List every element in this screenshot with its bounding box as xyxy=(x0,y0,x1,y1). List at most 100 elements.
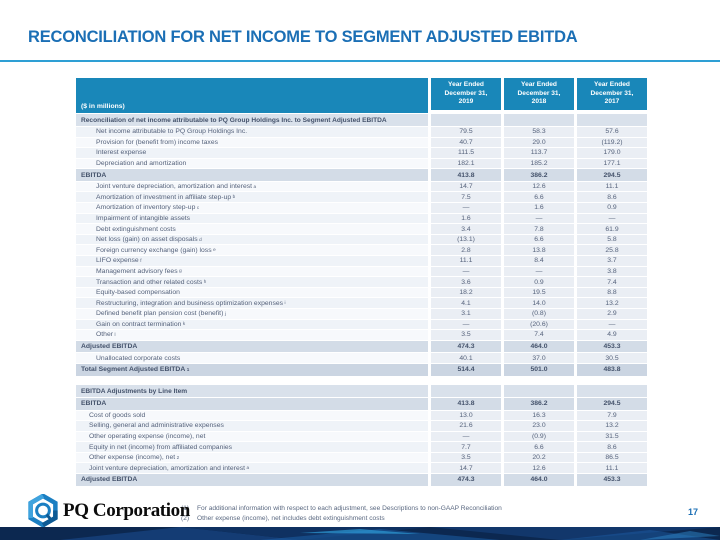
row-value: 3.1 xyxy=(431,309,501,319)
row-label: Joint venture depreciation, amortization… xyxy=(76,181,428,192)
row-value: 58.3 xyxy=(504,127,574,137)
row-value: 16.3 xyxy=(504,410,574,421)
row-value: 11.1 xyxy=(577,181,647,192)
row-value: — xyxy=(431,319,501,330)
row-value xyxy=(431,385,501,397)
table-row: Foreign currency exchange (gain) loss e 2.… xyxy=(76,245,647,256)
row-label: Adjusted EBITDA xyxy=(76,474,428,486)
row-value: 3.6 xyxy=(431,277,501,287)
row-value: 37.0 xyxy=(504,353,574,363)
row-label: Unallocated corporate costs xyxy=(76,353,428,363)
row-value: 3.5 xyxy=(431,452,501,463)
row-value: 7.5 xyxy=(431,192,501,203)
row-value: 3.5 xyxy=(431,330,501,340)
row-label: Reconciliation of net income attributabl… xyxy=(76,114,428,126)
row-value: 474.3 xyxy=(431,474,501,486)
ebitda-adjustments-table: EBITDA Adjustments by Line Item EBITDA 413… xyxy=(76,385,647,486)
row-value: 30.5 xyxy=(577,353,647,363)
row-value: 4.1 xyxy=(431,298,501,308)
row-value: 86.5 xyxy=(577,452,647,463)
table-row: EBITDA 413.8 386.2 294.5 xyxy=(76,169,647,181)
row-value: 13.8 xyxy=(504,245,574,256)
table-row: Adjusted EBITDA 474.3 464.0 453.3 xyxy=(76,340,647,353)
row-value: — xyxy=(577,319,647,330)
table-row: EBITDA Adjustments by Line Item xyxy=(76,385,647,397)
page-title: RECONCILIATION FOR NET INCOME TO SEGMENT… xyxy=(28,28,578,46)
row-value: 111.5 xyxy=(431,148,501,158)
row-value: 413.8 xyxy=(431,398,501,410)
row-value: 14.0 xyxy=(504,298,574,308)
row-value: 20.2 xyxy=(504,452,574,463)
table-row: Total Segment Adjusted EBITDA 1 514.4 501.0… xyxy=(76,363,647,376)
table-row: Restructuring, integration and business … xyxy=(76,298,647,308)
row-label: Total Segment Adjusted EBITDA 1 xyxy=(76,363,428,376)
row-label: Depreciation and amortization xyxy=(76,158,428,169)
table-row: Other operating expense (income), net — (0… xyxy=(76,431,647,442)
row-value: 177.1 xyxy=(577,158,647,169)
table-row: Amortization of inventory step-up c —1.6 0.… xyxy=(76,203,647,213)
row-value: 464.0 xyxy=(504,340,574,353)
row-value: 8.6 xyxy=(577,442,647,452)
table-row: Joint venture depreciation, amortization… xyxy=(76,181,647,192)
row-label: Net income attributable to PQ Group Hold… xyxy=(76,127,428,137)
table-row: Amortization of investment in affiliate … xyxy=(76,192,647,203)
table-row: Other expense (income), net 2 3.5 20.2 86.5 xyxy=(76,452,647,463)
table-row: Transaction and other related costs h 3.6 0… xyxy=(76,277,647,287)
table-row: Equity-based compensation 18.2 19.5 8.8 xyxy=(76,287,647,298)
row-value: 514.4 xyxy=(431,363,501,376)
footnote-2-marker: (2) xyxy=(181,514,190,522)
row-label: Management advisory fees g xyxy=(76,266,428,277)
row-value: 0.9 xyxy=(577,203,647,213)
footnote-2-text: Other expense (income), net includes deb… xyxy=(197,514,385,522)
table-row: Debt extinguishment costs 3.4 7.8 61.9 xyxy=(76,224,647,234)
row-label: Amortization of investment in affiliate … xyxy=(76,192,428,203)
row-value: 474.3 xyxy=(431,340,501,353)
table-header-row: ($ in millions) Year Ended December 31, … xyxy=(76,78,647,113)
row-value: 294.5 xyxy=(577,169,647,181)
row-value xyxy=(431,114,501,126)
row-label: Cost of goods sold xyxy=(76,410,428,421)
row-value: 61.9 xyxy=(577,224,647,234)
row-value: 386.2 xyxy=(504,398,574,410)
row-value: 25.8 xyxy=(577,245,647,256)
row-value: 3.8 xyxy=(577,266,647,277)
row-value: 3.7 xyxy=(577,256,647,266)
row-value: — xyxy=(431,203,501,213)
row-label: EBITDA Adjustments by Line Item xyxy=(76,385,428,397)
row-value: 8.4 xyxy=(504,256,574,266)
footnote-2: (2) Other expense (income), net includes… xyxy=(181,514,502,524)
row-value: 14.7 xyxy=(431,463,501,474)
row-value: 12.6 xyxy=(504,463,574,474)
row-value: — xyxy=(431,266,501,277)
row-value: — xyxy=(504,266,574,277)
row-value: 453.3 xyxy=(577,340,647,353)
row-value: (13.1) xyxy=(431,234,501,245)
row-value: 31.5 xyxy=(577,431,647,442)
row-label: Other l xyxy=(76,330,428,340)
table-row: Cost of goods sold 13.0 16.3 7.9 xyxy=(76,410,647,421)
row-label: Net loss (gain) on asset disposals d xyxy=(76,234,428,245)
row-value: — xyxy=(577,213,647,224)
row-value xyxy=(504,385,574,397)
row-value: 57.6 xyxy=(577,127,647,137)
row-value: — xyxy=(431,431,501,442)
row-value: 7.9 xyxy=(577,410,647,421)
row-label: EBITDA xyxy=(76,398,428,410)
row-value: 7.7 xyxy=(431,442,501,452)
row-label: Other operating expense (income), net xyxy=(76,431,428,442)
unit-label: ($ in millions) xyxy=(81,103,125,110)
row-label: Interest expense xyxy=(76,148,428,158)
row-label: Gain on contract termination k xyxy=(76,319,428,330)
table-row: Joint venture depreciation, amortization… xyxy=(76,463,647,474)
row-value xyxy=(504,114,574,126)
column-header-2018: Year Ended December 31, 2018 xyxy=(504,78,574,110)
table-row: Adjusted EBITDA 474.3 464.0 453.3 xyxy=(76,474,647,486)
row-value: (0.9) xyxy=(504,431,574,442)
row-value: 11.1 xyxy=(577,463,647,474)
footer-graphic xyxy=(0,527,720,540)
row-label: Provision for (benefit from) income taxe… xyxy=(76,137,428,148)
row-value: 19.5 xyxy=(504,287,574,298)
row-label: Restructuring, integration and business … xyxy=(76,298,428,308)
table-row: Depreciation and amortization 182.1 185.2 1… xyxy=(76,158,647,169)
row-value: 4.9 xyxy=(577,330,647,340)
